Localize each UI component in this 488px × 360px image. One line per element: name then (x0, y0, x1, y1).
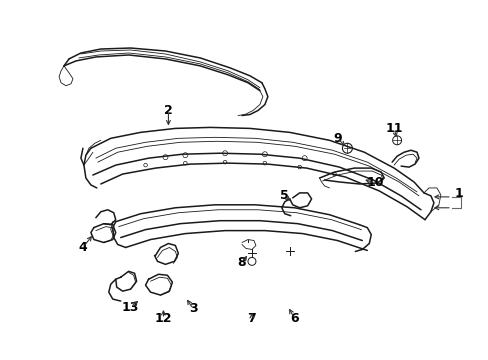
Text: 11: 11 (385, 122, 402, 135)
Text: 12: 12 (154, 312, 172, 325)
Text: 9: 9 (332, 132, 341, 145)
Text: 10: 10 (366, 176, 383, 189)
Text: 4: 4 (79, 241, 87, 254)
Text: 5: 5 (280, 189, 288, 202)
Text: 7: 7 (247, 312, 256, 325)
Text: 6: 6 (290, 312, 299, 325)
Text: 3: 3 (188, 302, 197, 315)
Text: 2: 2 (164, 104, 172, 117)
Text: 13: 13 (122, 301, 139, 314)
Text: 1: 1 (453, 188, 462, 201)
Text: 8: 8 (237, 256, 246, 269)
